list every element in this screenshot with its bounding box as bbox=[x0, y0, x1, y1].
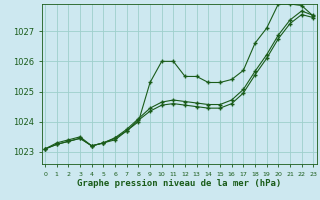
X-axis label: Graphe pression niveau de la mer (hPa): Graphe pression niveau de la mer (hPa) bbox=[77, 179, 281, 188]
